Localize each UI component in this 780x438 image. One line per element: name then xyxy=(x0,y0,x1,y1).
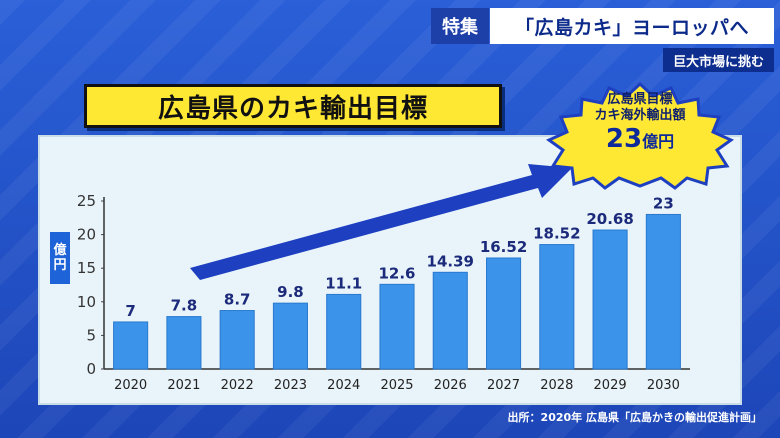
bar xyxy=(539,244,575,370)
feature-tag: 特集 xyxy=(431,8,489,44)
data-label: 14.39 xyxy=(427,252,474,270)
x-tick-label: 2030 xyxy=(647,378,680,393)
data-label: 12.6 xyxy=(378,264,415,282)
y-unit-char-1: 億 xyxy=(53,243,67,258)
y-tick-label: 15 xyxy=(77,259,96,277)
data-label: 11.1 xyxy=(325,274,362,292)
x-tick-label: 2029 xyxy=(594,378,627,393)
bar xyxy=(592,229,628,370)
growth-arrow-shape xyxy=(190,164,572,280)
y-unit-char-2: 円 xyxy=(53,258,67,273)
y-tick-label: 0 xyxy=(86,360,96,378)
x-tick-label: 2028 xyxy=(540,378,573,393)
bar xyxy=(219,310,255,370)
x-tick-label: 2023 xyxy=(274,378,307,393)
bar xyxy=(432,271,468,370)
x-tick-label: 2026 xyxy=(434,378,467,393)
burst-line2: カキ海外輸出額 xyxy=(594,108,686,123)
y-axis-unit-label: 億 円 xyxy=(50,232,70,284)
source-note: 出所：2020年 広島県「広島かきの輸出促進計画」 xyxy=(507,411,762,424)
starburst-badge xyxy=(545,82,735,190)
bar xyxy=(113,321,149,370)
y-tick-label: 20 xyxy=(77,226,96,244)
data-label: 20.68 xyxy=(586,210,633,228)
chart-title: 広島県のカキ輸出目標 xyxy=(84,84,502,128)
bar xyxy=(272,302,309,370)
y-tick-label: 25 xyxy=(77,192,96,210)
burst-text: 広島県目標 カキ海外輸出額 23億円 xyxy=(545,92,735,157)
data-label: 7.8 xyxy=(171,297,198,315)
x-tick-label: 2027 xyxy=(487,378,520,393)
data-label: 16.52 xyxy=(480,238,527,256)
bar xyxy=(326,293,362,370)
x-tick-label: 2025 xyxy=(380,378,413,393)
burst-amount-value: 23 xyxy=(605,124,643,154)
x-tick-label: 2020 xyxy=(114,378,147,393)
burst-line1: 広島県目標 xyxy=(607,92,673,107)
subheadline: 巨大市場に挑む xyxy=(662,48,774,72)
data-label: 18.52 xyxy=(533,225,580,243)
data-label: 9.8 xyxy=(277,283,304,301)
x-tick-label: 2022 xyxy=(221,378,254,393)
bar xyxy=(379,283,415,370)
bar xyxy=(166,316,202,370)
x-tick-label: 2024 xyxy=(327,378,360,393)
burst-amount: 23億円 xyxy=(545,124,735,157)
y-tick-label: 10 xyxy=(77,293,96,311)
data-label: 7 xyxy=(125,302,135,320)
data-label: 8.7 xyxy=(224,291,251,309)
burst-amount-unit: 億円 xyxy=(642,132,675,151)
x-tick-label: 2021 xyxy=(167,378,200,393)
data-label: 23 xyxy=(653,194,674,212)
headline: 「広島カキ」ヨーロッパへ xyxy=(490,8,774,44)
bar xyxy=(645,213,681,370)
bar xyxy=(485,257,522,370)
y-tick-label: 5 xyxy=(86,326,96,344)
growth-arrow xyxy=(190,164,572,280)
